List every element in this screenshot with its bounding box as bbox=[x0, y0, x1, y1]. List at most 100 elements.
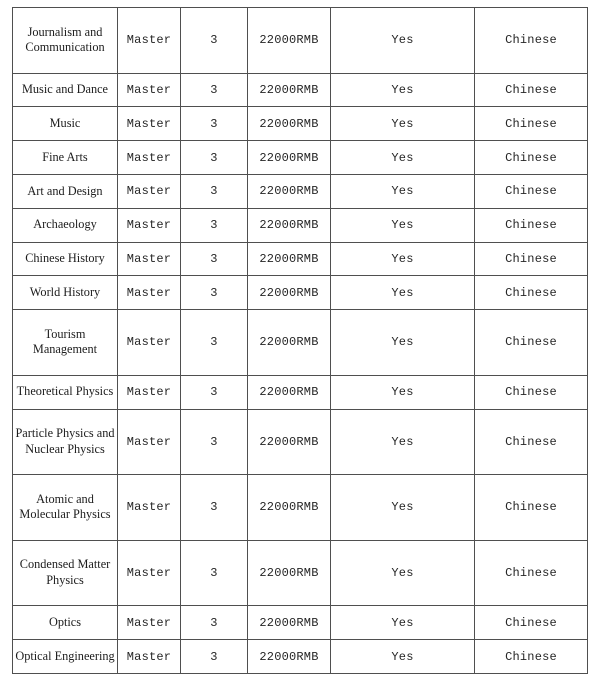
language-cell: Chinese bbox=[474, 72, 588, 108]
degree-cell: Master bbox=[117, 241, 181, 277]
table-body: Journalism and Communication Master 3 22… bbox=[12, 7, 588, 674]
degree-cell: Master bbox=[117, 173, 181, 209]
language-cell: Chinese bbox=[474, 474, 588, 541]
degree-cell: Master bbox=[117, 140, 181, 175]
scholarship-cell: Yes bbox=[330, 275, 475, 311]
table-row: Atomic and Molecular Physics Master 3 22… bbox=[12, 474, 588, 541]
language-cell: Chinese bbox=[474, 639, 588, 674]
tuition-cell: 22000RMB bbox=[247, 173, 331, 209]
program-name-cell: Optical Engineering bbox=[12, 639, 118, 674]
tuition-cell: 22000RMB bbox=[247, 275, 331, 311]
tuition-cell: 22000RMB bbox=[247, 539, 331, 607]
degree-cell: Master bbox=[117, 539, 181, 607]
degree-cell: Master bbox=[117, 309, 181, 376]
table-row: Journalism and Communication Master 3 22… bbox=[12, 7, 588, 74]
programs-table: Journalism and Communication Master 3 22… bbox=[12, 7, 588, 674]
program-name-cell: Condensed Matter Physics bbox=[12, 539, 118, 607]
scholarship-cell: Yes bbox=[330, 106, 475, 142]
scholarship-cell: Yes bbox=[330, 309, 475, 376]
duration-cell: 3 bbox=[180, 309, 248, 376]
scholarship-cell: Yes bbox=[330, 639, 475, 674]
language-cell: Chinese bbox=[474, 7, 588, 74]
degree-cell: Master bbox=[117, 275, 181, 311]
duration-cell: 3 bbox=[180, 639, 248, 674]
program-name-cell: Chinese History bbox=[12, 241, 118, 277]
program-name-cell: World History bbox=[12, 275, 118, 311]
tuition-cell: 22000RMB bbox=[247, 639, 331, 674]
scholarship-cell: Yes bbox=[330, 605, 475, 641]
degree-cell: Master bbox=[117, 474, 181, 541]
table-row: Particle Physics and Nuclear Physics Mas… bbox=[12, 408, 588, 476]
tuition-cell: 22000RMB bbox=[247, 106, 331, 142]
program-name-cell: Music bbox=[12, 106, 118, 142]
program-name-cell: Music and Dance bbox=[12, 72, 118, 108]
tuition-cell: 22000RMB bbox=[247, 374, 331, 410]
duration-cell: 3 bbox=[180, 7, 248, 74]
language-cell: Chinese bbox=[474, 408, 588, 476]
program-name-cell: Art and Design bbox=[12, 173, 118, 209]
language-cell: Chinese bbox=[474, 605, 588, 641]
tuition-cell: 22000RMB bbox=[247, 408, 331, 476]
language-cell: Chinese bbox=[474, 140, 588, 175]
table-row: Optics Master 3 22000RMB Yes Chinese bbox=[12, 605, 588, 641]
duration-cell: 3 bbox=[180, 106, 248, 142]
program-name-cell: Theoretical Physics bbox=[12, 374, 118, 410]
duration-cell: 3 bbox=[180, 207, 248, 243]
duration-cell: 3 bbox=[180, 241, 248, 277]
table-row: Tourism Management Master 3 22000RMB Yes… bbox=[12, 309, 588, 376]
scholarship-cell: Yes bbox=[330, 241, 475, 277]
language-cell: Chinese bbox=[474, 374, 588, 410]
scholarship-cell: Yes bbox=[330, 7, 475, 74]
degree-cell: Master bbox=[117, 72, 181, 108]
table-row: Optical Engineering Master 3 22000RMB Ye… bbox=[12, 639, 588, 674]
degree-cell: Master bbox=[117, 374, 181, 410]
tuition-cell: 22000RMB bbox=[247, 241, 331, 277]
program-name-cell: Atomic and Molecular Physics bbox=[12, 474, 118, 541]
scholarship-cell: Yes bbox=[330, 207, 475, 243]
duration-cell: 3 bbox=[180, 374, 248, 410]
duration-cell: 3 bbox=[180, 72, 248, 108]
table-row: Chinese History Master 3 22000RMB Yes Ch… bbox=[12, 241, 588, 277]
scholarship-cell: Yes bbox=[330, 140, 475, 175]
language-cell: Chinese bbox=[474, 539, 588, 607]
duration-cell: 3 bbox=[180, 275, 248, 311]
table-row: Condensed Matter Physics Master 3 22000R… bbox=[12, 539, 588, 607]
duration-cell: 3 bbox=[180, 173, 248, 209]
program-name-cell: Archaeology bbox=[12, 207, 118, 243]
table-row: Archaeology Master 3 22000RMB Yes Chines… bbox=[12, 207, 588, 243]
language-cell: Chinese bbox=[474, 241, 588, 277]
language-cell: Chinese bbox=[474, 275, 588, 311]
language-cell: Chinese bbox=[474, 207, 588, 243]
tuition-cell: 22000RMB bbox=[247, 7, 331, 74]
language-cell: Chinese bbox=[474, 309, 588, 376]
duration-cell: 3 bbox=[180, 605, 248, 641]
degree-cell: Master bbox=[117, 106, 181, 142]
table-row: World History Master 3 22000RMB Yes Chin… bbox=[12, 275, 588, 311]
program-name-cell: Optics bbox=[12, 605, 118, 641]
tuition-cell: 22000RMB bbox=[247, 207, 331, 243]
duration-cell: 3 bbox=[180, 408, 248, 476]
program-name-cell: Tourism Management bbox=[12, 309, 118, 376]
scholarship-cell: Yes bbox=[330, 474, 475, 541]
scholarship-cell: Yes bbox=[330, 539, 475, 607]
table-row: Art and Design Master 3 22000RMB Yes Chi… bbox=[12, 173, 588, 209]
degree-cell: Master bbox=[117, 639, 181, 674]
scholarship-cell: Yes bbox=[330, 374, 475, 410]
program-name-cell: Particle Physics and Nuclear Physics bbox=[12, 408, 118, 476]
tuition-cell: 22000RMB bbox=[247, 474, 331, 541]
program-name-cell: Journalism and Communication bbox=[12, 7, 118, 74]
table-row: Fine Arts Master 3 22000RMB Yes Chinese bbox=[12, 140, 588, 175]
tuition-cell: 22000RMB bbox=[247, 140, 331, 175]
table-row: Music and Dance Master 3 22000RMB Yes Ch… bbox=[12, 72, 588, 108]
tuition-cell: 22000RMB bbox=[247, 309, 331, 376]
degree-cell: Master bbox=[117, 605, 181, 641]
program-name-cell: Fine Arts bbox=[12, 140, 118, 175]
language-cell: Chinese bbox=[474, 106, 588, 142]
tuition-cell: 22000RMB bbox=[247, 72, 331, 108]
duration-cell: 3 bbox=[180, 140, 248, 175]
table-row: Theoretical Physics Master 3 22000RMB Ye… bbox=[12, 374, 588, 410]
degree-cell: Master bbox=[117, 207, 181, 243]
scholarship-cell: Yes bbox=[330, 173, 475, 209]
duration-cell: 3 bbox=[180, 474, 248, 541]
